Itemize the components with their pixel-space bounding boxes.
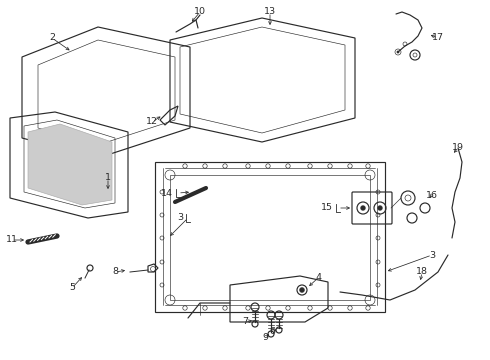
Text: 9: 9: [262, 333, 268, 342]
Circle shape: [361, 206, 366, 211]
Text: 11: 11: [6, 235, 18, 244]
Text: 18: 18: [416, 267, 428, 276]
Polygon shape: [28, 124, 112, 205]
Circle shape: [397, 51, 399, 53]
Text: 14: 14: [161, 189, 173, 198]
Text: 15: 15: [321, 203, 333, 212]
Text: 5: 5: [69, 284, 75, 292]
Text: 6: 6: [269, 328, 275, 337]
Text: 16: 16: [426, 190, 438, 199]
Text: 7: 7: [242, 318, 248, 327]
Text: 8: 8: [112, 267, 118, 276]
Text: 10: 10: [194, 8, 206, 17]
Text: 12: 12: [146, 117, 158, 126]
Text: 4: 4: [315, 274, 321, 283]
Text: 3: 3: [429, 251, 435, 260]
Text: 17: 17: [432, 33, 444, 42]
Text: 3: 3: [177, 213, 183, 222]
Text: 2: 2: [49, 33, 55, 42]
Text: 13: 13: [264, 8, 276, 17]
Text: 1: 1: [105, 174, 111, 183]
Circle shape: [377, 206, 383, 211]
Circle shape: [299, 288, 304, 292]
Text: 19: 19: [452, 144, 464, 153]
